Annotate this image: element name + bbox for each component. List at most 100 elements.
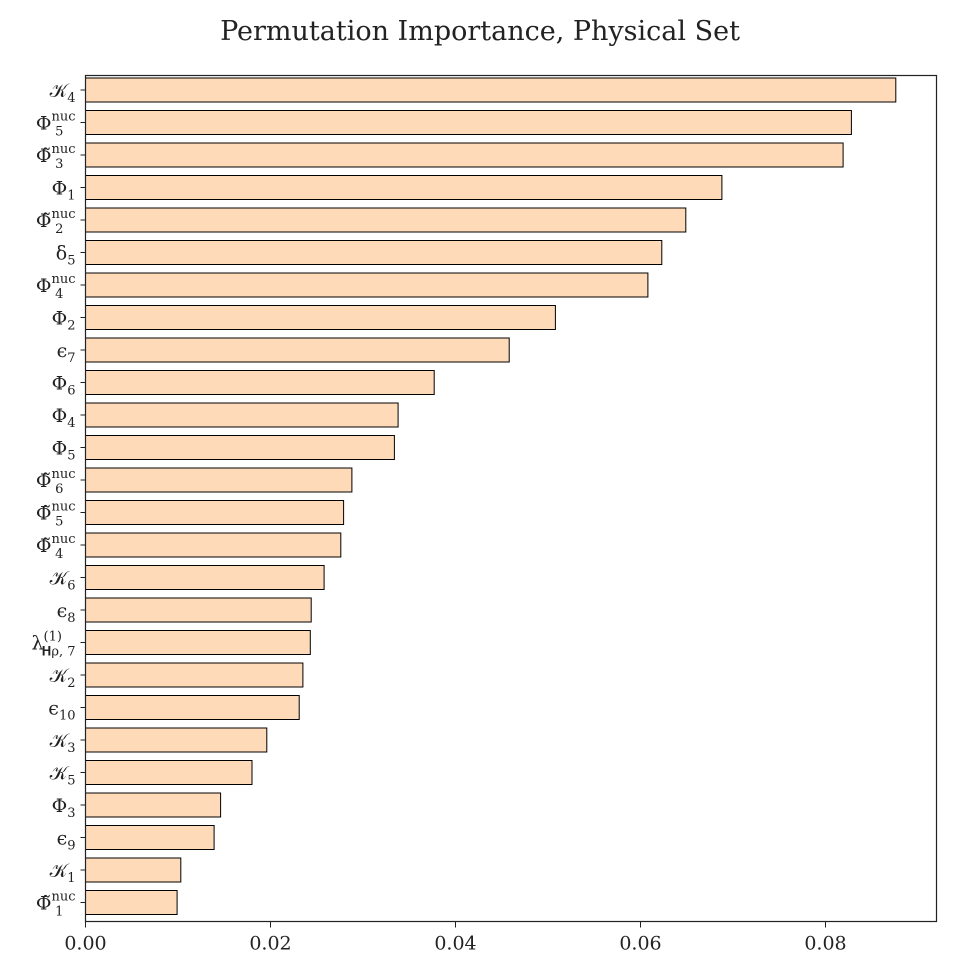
- bar: [85, 597, 312, 623]
- bar: [85, 207, 687, 233]
- category-label-sub: 4: [67, 416, 75, 431]
- category-label-sup: nuc: [51, 890, 75, 905]
- category-label-main: Φ: [52, 438, 68, 460]
- category-label: Φ̃nuc 6: [36, 467, 76, 497]
- category-label-sub: 3: [55, 157, 63, 172]
- bar: [85, 77, 897, 103]
- bar: [85, 370, 435, 395]
- x-tick-label: 0.02: [249, 933, 291, 955]
- category-label: δ5: [56, 243, 76, 269]
- category-label-main: Φ̃: [36, 470, 52, 492]
- category-label-main: Φ̃: [36, 210, 52, 232]
- category-label-main: 𝒦: [50, 665, 70, 687]
- category-label-main: Φ̃: [36, 503, 52, 525]
- category-label-sub: 3: [67, 806, 75, 821]
- category-label: Φ4: [52, 405, 76, 431]
- category-label-main: 𝒦: [50, 568, 70, 590]
- category-label-sub: 1: [67, 189, 75, 204]
- category-label-main: Φ: [52, 373, 68, 395]
- category-label-main: Φ̃: [36, 535, 52, 557]
- category-label-sub: 6: [67, 384, 75, 399]
- bar: [85, 142, 844, 168]
- category-label: ϵ9: [57, 828, 76, 854]
- category-label-main: 𝒦: [50, 763, 70, 785]
- category-label-sub: 5: [67, 449, 75, 464]
- category-label-main: 𝒦: [50, 860, 70, 882]
- category-label-main: 𝒦: [50, 730, 70, 752]
- category-label-sup: nuc: [51, 142, 75, 157]
- category-label-main: Φ: [52, 308, 68, 330]
- x-tick-label: 0.06: [619, 933, 661, 955]
- x-axis: 0.00 0.02 0.04 0.06 0.08: [64, 921, 847, 955]
- category-label: Φ1: [52, 178, 76, 204]
- category-label-sub: 5: [55, 125, 63, 140]
- category-label-main: ϵ: [57, 828, 68, 850]
- category-label: ϵ10: [48, 698, 75, 724]
- category-label-sub: 1: [67, 871, 75, 886]
- category-label: 𝒦2: [50, 665, 76, 691]
- category-label: 𝒦4: [50, 80, 76, 106]
- category-label-main: ϵ: [57, 600, 68, 622]
- bar: [85, 110, 852, 135]
- category-label-main: Φ̃: [36, 145, 52, 167]
- category-label-sup: nuc: [51, 272, 75, 287]
- category-label-sub: 4: [55, 547, 63, 562]
- category-label-main: ϵ: [57, 340, 68, 362]
- bar: [85, 825, 215, 850]
- category-label-sup: nuc: [51, 110, 75, 125]
- category-label: ϵ7: [57, 340, 76, 366]
- bar: [85, 175, 723, 200]
- category-label-sub: 5: [67, 254, 75, 269]
- category-label-sub: 4: [67, 91, 75, 106]
- category-label-main: Φ: [52, 178, 68, 200]
- category-label: Φnuc 5: [36, 110, 76, 140]
- category-label-sub: 𝐇ρ, 7: [42, 645, 76, 660]
- x-tick-label: 0.08: [804, 933, 846, 955]
- category-label-sup: nuc: [51, 207, 75, 222]
- category-label: Φ̃nuc 1: [36, 890, 76, 920]
- category-label-sub: 3: [67, 741, 75, 756]
- chart-title: Permutation Importance, Physical Set: [220, 16, 740, 47]
- category-label: ϵ8: [57, 600, 76, 626]
- category-label-sub: 6: [55, 482, 63, 497]
- category-label-main: Φ̃: [36, 893, 52, 915]
- category-label: Φ̃nuc 3: [36, 142, 76, 172]
- category-label-sub: 10: [59, 709, 76, 724]
- category-label: 𝒦5: [50, 763, 76, 789]
- bar: [85, 727, 268, 753]
- bar: [85, 305, 556, 330]
- category-label: Φ5: [52, 438, 76, 464]
- bar: [85, 532, 342, 558]
- category-label: Φ̃nuc 5: [36, 500, 76, 530]
- category-label-main: λ: [32, 633, 44, 655]
- bar: [85, 565, 325, 590]
- bar: [85, 630, 311, 655]
- bar: [85, 695, 300, 720]
- category-label-main: Φ: [36, 113, 52, 135]
- plot-frame: [84, 74, 938, 923]
- category-label-sup: nuc: [51, 532, 75, 547]
- category-label-sub: 4: [55, 287, 63, 302]
- category-label-main: Φ: [52, 795, 68, 817]
- category-label-sub: 2: [67, 676, 75, 691]
- category-label-sup: (1): [44, 630, 62, 645]
- category-label: Φ3: [52, 795, 76, 821]
- bar: [85, 337, 510, 363]
- category-label-main: Φ: [52, 405, 68, 427]
- bar: [85, 662, 304, 688]
- category-label: 𝒦3: [50, 730, 76, 756]
- bars-group: [85, 77, 897, 915]
- bar: [85, 500, 345, 525]
- category-label-sub: 6: [67, 579, 75, 594]
- category-label-sub: 9: [67, 839, 75, 854]
- bar: [85, 435, 395, 460]
- category-label-sub: 8: [67, 611, 75, 626]
- category-label: Φ2: [52, 308, 76, 334]
- x-tick-label: 0.00: [64, 933, 106, 955]
- category-label: λ(1) 𝐇ρ, 7: [32, 630, 76, 660]
- bar: [85, 402, 399, 428]
- category-label: 𝒦6: [50, 568, 76, 594]
- category-label-sub: 5: [67, 774, 75, 789]
- bar: [85, 240, 663, 265]
